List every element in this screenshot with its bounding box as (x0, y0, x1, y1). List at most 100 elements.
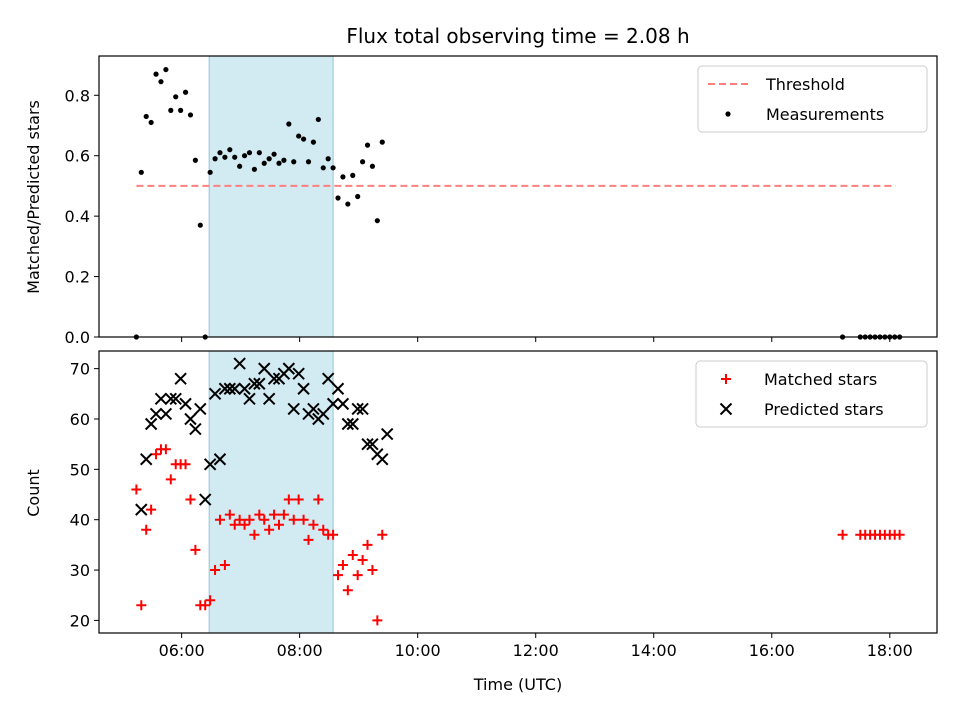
measurement-point (359, 159, 366, 165)
predicted-point (336, 397, 350, 411)
measurement-point (182, 89, 189, 95)
y-tick-label: 50 (70, 460, 90, 479)
legend-label: Predicted stars (764, 400, 884, 419)
matched-point (224, 509, 235, 520)
measurement-point (138, 169, 144, 175)
measurement-point (300, 136, 307, 142)
predicted-point (174, 372, 187, 385)
predicted-point (135, 503, 148, 516)
predicted-point (366, 437, 379, 451)
measurement-point (315, 116, 321, 123)
axes-frame (98, 350, 938, 634)
predicted-point (258, 362, 271, 375)
matched-point (214, 514, 225, 525)
predicted-point (248, 377, 261, 390)
measurement-point (330, 165, 336, 171)
matched-point (131, 484, 142, 495)
predicted-point (213, 453, 227, 466)
predicted-point (262, 392, 276, 406)
measurement-point (227, 147, 233, 153)
measurement-point (207, 169, 213, 175)
y-tick-label: 70 (70, 360, 90, 379)
measurement-point (197, 222, 203, 228)
legend-label: Measurements (766, 105, 884, 124)
measurement-point (232, 154, 238, 160)
matched-point (219, 560, 230, 571)
predicted-point (361, 437, 374, 451)
matched-point (318, 524, 329, 535)
matched-point (362, 539, 373, 550)
matched-point (308, 519, 319, 530)
predicted-point (380, 427, 394, 441)
matched-point (303, 534, 314, 545)
matched-point (357, 554, 368, 565)
predicted-point (267, 372, 281, 385)
matched-point (151, 449, 162, 460)
matched-point (160, 444, 171, 455)
x-tick-label: 08:00 (277, 641, 323, 660)
ratio-ylabel: Matched/Predicted stars (24, 100, 43, 294)
legend-label: Threshold (765, 75, 845, 94)
predicted-point (356, 402, 369, 416)
ratio-panel: 0.00.20.40.60.8 Matched/Predicted stars … (24, 55, 938, 347)
predicted-point (238, 382, 251, 395)
matched-point (141, 524, 152, 535)
measurement-point (251, 166, 258, 172)
legend-measurement-swatch (725, 111, 731, 117)
x-tick-label: 18:00 (867, 641, 913, 660)
measurement-point (286, 121, 292, 127)
measurement-point (261, 160, 267, 166)
observing-window-band (208, 55, 334, 338)
predicted-point (203, 458, 217, 471)
figure-title: Flux total observing time = 2.08 h (346, 24, 689, 48)
matched-point (190, 544, 201, 555)
predicted-point (292, 367, 305, 380)
matched-point (205, 595, 216, 606)
predicted-point (376, 453, 389, 466)
measurement-point (217, 150, 223, 156)
y-tick-label: 0.4 (65, 207, 90, 226)
matched-point (264, 524, 275, 535)
measurement-point (276, 160, 282, 166)
predicted-point (287, 402, 300, 416)
predicted-point (169, 392, 182, 406)
legend-predicted-swatch (719, 402, 733, 416)
matched-point (337, 560, 348, 571)
predicted-point (154, 392, 168, 406)
predicted-point (321, 372, 335, 385)
measurement-point (305, 159, 312, 165)
measurement-point (364, 142, 371, 148)
matched-point (185, 494, 196, 505)
predicted-point (282, 362, 296, 375)
matched-point (146, 504, 157, 515)
measurement-point (325, 156, 331, 162)
matched-point (342, 585, 353, 596)
measurement-point (173, 94, 179, 100)
x-tick-label: 14:00 (631, 641, 677, 660)
measurement-point (369, 163, 376, 169)
measurement-point (256, 150, 262, 156)
matched-point (367, 565, 378, 576)
measurement-point (355, 193, 361, 200)
y-tick-label: 40 (70, 511, 90, 530)
y-tick-label: 0.8 (65, 86, 90, 105)
predicted-point (140, 453, 153, 466)
predicted-point (223, 382, 237, 395)
measurement-point (246, 150, 253, 156)
predicted-point (184, 412, 197, 426)
series-predicted-stars (135, 357, 394, 516)
matched-point (283, 494, 294, 505)
predicted-point (194, 402, 207, 416)
measurement-point (148, 119, 154, 126)
measurement-point (379, 139, 385, 145)
measurement-point (335, 195, 341, 201)
predicted-point (253, 377, 266, 390)
count-panel: 06:00 08:00 10:00 12:00 14:00 16:00 18:00 20 30 4… (24, 350, 938, 660)
matched-point (298, 514, 309, 525)
matched-point (313, 494, 324, 505)
measurement-point (374, 218, 380, 224)
matched-point (229, 519, 240, 530)
matched-point (136, 600, 147, 611)
predicted-point (346, 417, 359, 431)
measurement-point (281, 157, 287, 163)
